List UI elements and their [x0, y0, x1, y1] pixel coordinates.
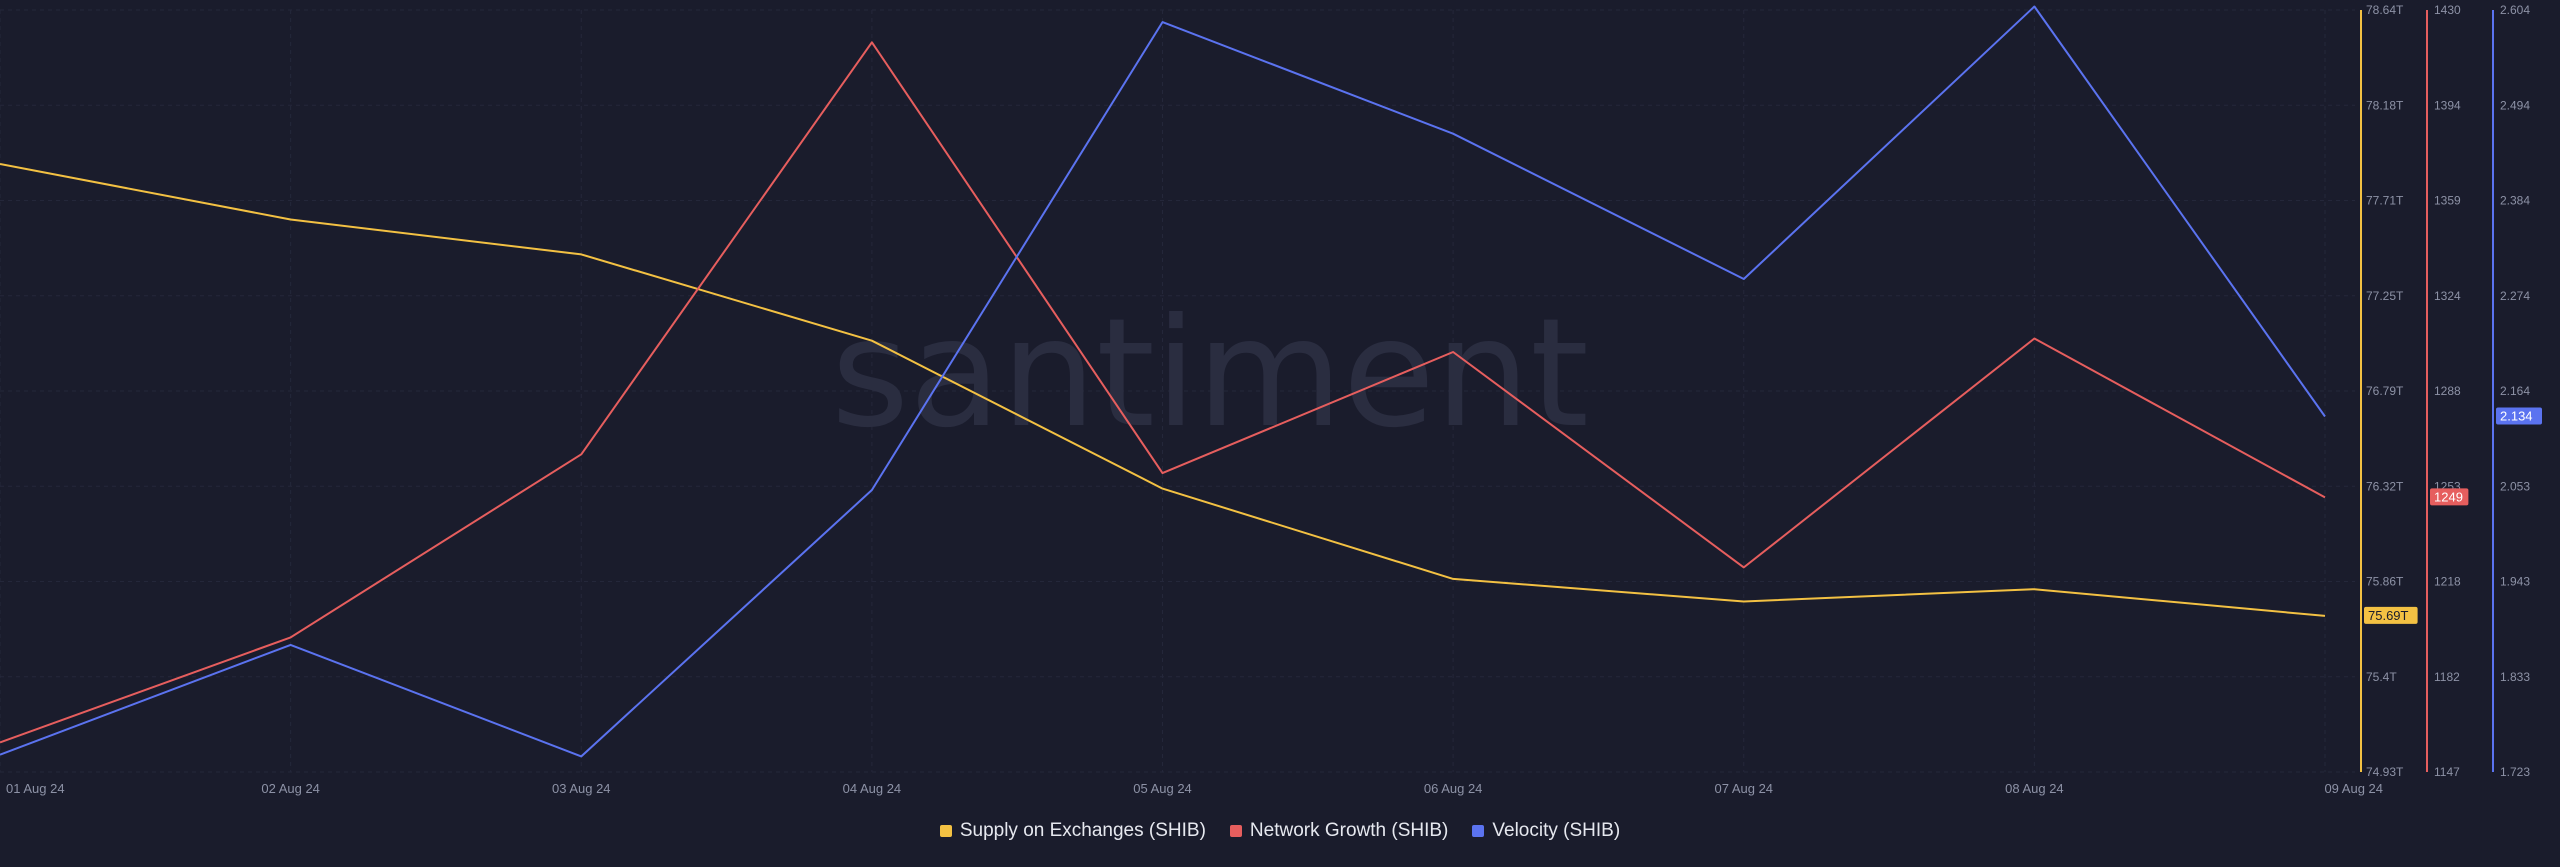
axis-tick-label-supply: 78.64T: [2366, 3, 2404, 17]
current-value-badge-growth: [2430, 488, 2469, 506]
axis-tick-label-supply: 77.71T: [2366, 194, 2404, 208]
current-value-label-growth: 1249: [2434, 489, 2463, 504]
legend-swatch-velocity: [1472, 825, 1485, 837]
x-tick-label: 08 Aug 24: [2005, 781, 2064, 796]
axis-tick-label-velocity: 2.494: [2500, 98, 2530, 112]
grid: [0, 9, 2355, 773]
x-axis-labels: 01 Aug 24 02 Aug 24 03 Aug 24 04 Aug 24 05 A…: [6, 781, 2383, 796]
axis-tick-label-velocity: 1.833: [2500, 670, 2530, 684]
watermark: santiment: [831, 287, 1589, 461]
current-value-badge-supply: [2364, 606, 2418, 624]
axis-tick-label-velocity: 2.274: [2500, 289, 2530, 303]
axis-tick-label-supply: 76.32T: [2366, 479, 2404, 493]
axis-tick-label-velocity: 1.943: [2500, 575, 2530, 589]
legend-label-supply: Supply on Exchanges (SHIB): [959, 820, 1206, 841]
axis-tick-label-supply: 75.4T: [2366, 670, 2397, 684]
axis-tick-label-supply: 76.79T: [2366, 384, 2404, 398]
axes: 78.64T 78.18T 77.71T 77.25T 76.79T 76.32T 75.8…: [2360, 3, 2530, 779]
series-lines: [0, 5, 2326, 758]
axis-tick-label-growth: 1359: [2434, 194, 2461, 208]
current-value-badges: 75.69T 1249 2.134: [2364, 407, 2542, 624]
axis-tick-label-velocity: 2.384: [2500, 194, 2530, 208]
legend-item-supply[interactable]: Supply on Exchanges (SHIB): [939, 820, 1206, 842]
series-line-supply: [0, 163, 2326, 617]
axis-tick-label-velocity: 2.053: [2500, 479, 2530, 493]
axis-tick-label-velocity: 2.164: [2500, 384, 2530, 398]
series-line-velocity: [0, 5, 2326, 758]
axis-tick-label-velocity: 1.723: [2500, 765, 2530, 779]
legend-swatch-supply: [939, 825, 952, 837]
axis-tick-label-growth: 1147: [2434, 765, 2460, 779]
series-line-growth: [0, 41, 2326, 744]
legend-item-velocity[interactable]: Velocity (SHIB): [1472, 820, 1620, 842]
axis-tick-label-supply: 74.93T: [2366, 765, 2404, 779]
x-tick-label: 01 Aug 24: [6, 781, 65, 796]
legend-swatch-network-growth: [1229, 825, 1242, 837]
x-tick-label: 07 Aug 24: [1714, 781, 1773, 796]
legend-label-network-growth: Network Growth (SHIB): [1249, 820, 1449, 841]
current-value-label-supply: 75.69T: [2368, 608, 2409, 623]
legend-item-network-growth[interactable]: Network Growth (SHIB): [1229, 820, 1449, 842]
axis-tick-label-velocity: 2.604: [2500, 3, 2530, 17]
current-value-badge-velocity: [2496, 407, 2542, 425]
x-tick-label: 02 Aug 24: [261, 781, 320, 796]
current-value-label-velocity: 2.134: [2500, 409, 2533, 424]
axis-tick-label-growth: 1430: [2434, 3, 2461, 17]
x-tick-label: 06 Aug 24: [1424, 781, 1483, 796]
x-tick-label: 09 Aug 24: [2324, 781, 2383, 796]
axis-tick-label-growth: 1394: [2434, 98, 2461, 112]
legend: Supply on Exchanges (SHIB) Network Growt…: [0, 820, 2560, 842]
x-tick-label: 05 Aug 24: [1133, 781, 1192, 796]
axis-tick-label-growth: 1324: [2434, 289, 2461, 303]
axis-tick-label-supply: 77.25T: [2366, 289, 2404, 303]
axis-tick-label-growth: 1182: [2434, 670, 2460, 684]
axis-tick-label-supply: 75.86T: [2366, 575, 2404, 589]
x-tick-label: 03 Aug 24: [552, 781, 611, 796]
axis-tick-label-growth: 1218: [2434, 575, 2461, 589]
axis-tick-label-supply: 78.18T: [2366, 98, 2404, 112]
legend-label-velocity: Velocity (SHIB): [1492, 820, 1621, 841]
axis-tick-label-growth: 1288: [2434, 384, 2461, 398]
x-tick-label: 04 Aug 24: [843, 781, 902, 796]
